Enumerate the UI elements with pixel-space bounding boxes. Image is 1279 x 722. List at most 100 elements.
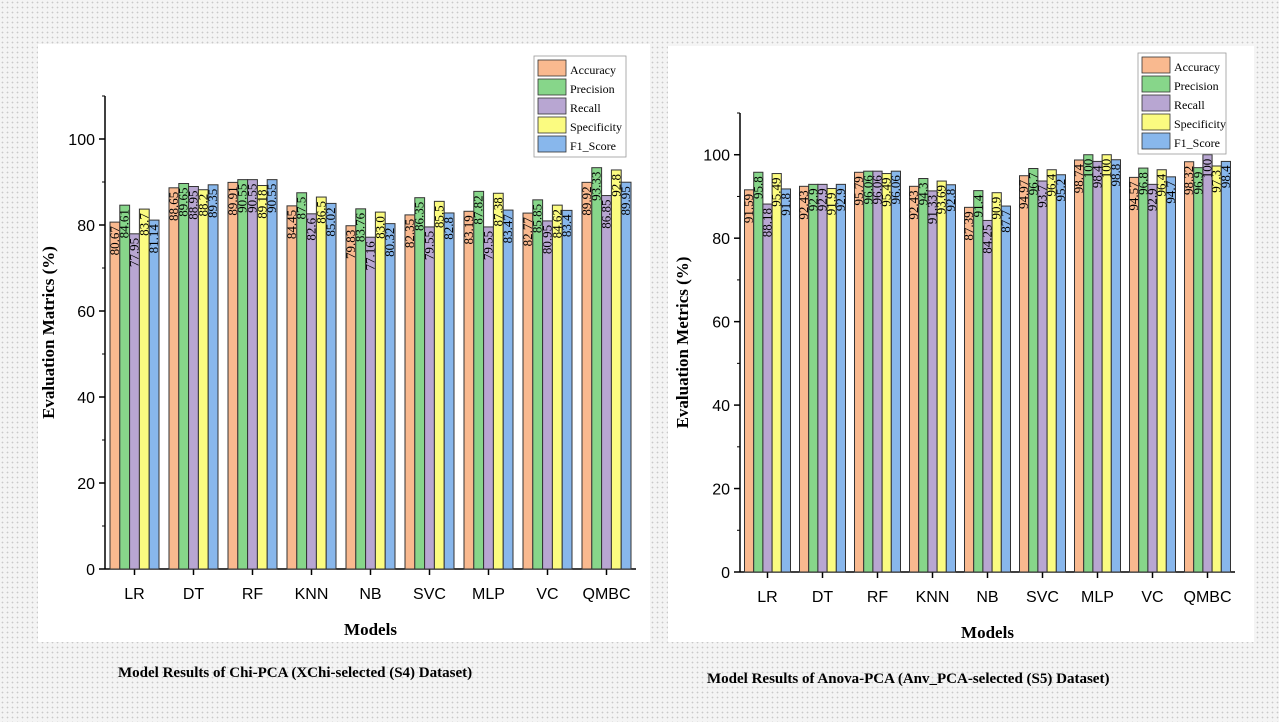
y-tick-label: 0	[721, 565, 730, 582]
legend: Accuracy Precision Recall Specificity F1_Sco…	[1137, 52, 1227, 155]
bar-precision-knn	[918, 178, 929, 573]
bar-value-label: 87.82	[471, 195, 486, 224]
bar-value-label: 87.38	[490, 197, 505, 226]
bar-value-label: 90.55	[245, 184, 260, 213]
bar-value-label: 89.65	[176, 188, 191, 217]
bar-recall-rf	[247, 179, 258, 570]
bar-specificity-mlp	[1101, 154, 1112, 573]
bar-specificity-lr	[771, 173, 782, 573]
bar-value-label: 85.85	[530, 204, 545, 233]
y-tick-label: 40	[77, 390, 95, 407]
bar-value-label: 84.62	[549, 209, 564, 238]
bar-recall-dt	[817, 183, 828, 573]
bar-value-label: 77.16	[363, 241, 378, 271]
bar-value-label: 98.74	[1071, 163, 1086, 193]
bar-value-label: 98.32	[1181, 166, 1196, 195]
legend-swatch-f1_score	[1141, 132, 1171, 150]
bar-precision-dt	[178, 183, 190, 570]
x-tick-label: LR	[757, 589, 777, 606]
bar-value-label: 88.18	[760, 208, 775, 237]
bar-value-label: 92.8	[943, 189, 958, 212]
y-tick-label: 60	[712, 315, 730, 332]
x-tick-label: VC	[536, 586, 558, 603]
bar-value-label: 87.5	[294, 197, 309, 220]
legend-swatch-specificity	[1141, 113, 1171, 131]
bar-value-label: 84.61	[117, 209, 132, 238]
x-tick-label: MLP	[1081, 589, 1114, 606]
bar-value-label: 91.8	[778, 193, 793, 216]
bar-value-label: 92.9	[833, 188, 848, 211]
legend-swatch-accuracy	[1141, 56, 1171, 74]
bar-value-label: 92.43	[906, 190, 921, 219]
x-tick-label: SVC	[413, 586, 446, 603]
bar-value-label: 96.06	[860, 175, 875, 205]
y-tick-label: 80	[77, 218, 95, 235]
bar-f1_score-mlp	[502, 209, 514, 570]
bar-specificity-nb	[991, 192, 1002, 573]
bar-specificity-rf	[256, 185, 268, 570]
x-tick-label: NB	[359, 586, 381, 603]
x-tick-label: NB	[976, 589, 998, 606]
bar-recall-qmbc	[1202, 154, 1213, 573]
bar-specificity-mlp	[492, 192, 504, 570]
bar-accuracy-knn	[909, 185, 920, 573]
bar-specificity-knn	[936, 180, 947, 573]
bar-value-label: 86.85	[599, 200, 614, 229]
bar-value-label: 79.55	[481, 231, 496, 260]
x-tick-label: DT	[812, 589, 834, 606]
bar-precision-mlp	[1083, 154, 1094, 573]
bar-recall-rf	[872, 170, 883, 573]
bar-value-label: 81.14	[146, 224, 161, 254]
bar-accuracy-rf	[854, 171, 865, 573]
bar-f1_score-dt	[207, 184, 219, 570]
x-tick-label: VC	[1141, 589, 1163, 606]
legend-label-recall: Recall	[570, 101, 601, 115]
bar-f1_score-dt	[835, 183, 847, 573]
bar-recall-nb	[982, 219, 993, 573]
y-axis-title: Evaluation Metrics (%)	[673, 257, 692, 429]
y-tick-label: 0	[86, 562, 95, 579]
bar-value-label: 80.67	[107, 226, 122, 256]
y-tick-label: 40	[712, 398, 730, 415]
bar-precision-svc	[1028, 167, 1039, 573]
bar-value-label: 98.8	[1108, 164, 1123, 187]
y-axis-title: Evaluation Matrics (%)	[39, 246, 58, 419]
x-tick-label: RF	[867, 589, 889, 606]
legend-swatch-precision	[537, 78, 567, 96]
bar-value-label: 87.7	[998, 210, 1013, 233]
bar-recall-knn	[927, 190, 938, 573]
bar-value-label: 82.77	[520, 217, 535, 247]
bar-value-label: 98.4	[1218, 165, 1233, 188]
y-tick-label: 80	[712, 231, 730, 248]
bar-specificity-qmbc	[610, 169, 622, 570]
x-tick-label: LR	[124, 586, 144, 603]
bar-f1_score-nb	[1000, 205, 1011, 573]
bar-recall-mlp	[483, 226, 494, 570]
bar-value-label: 94.57	[1126, 181, 1141, 211]
legend-label-specificity: Specificity	[570, 120, 622, 134]
bar-value-label: 96.9	[1190, 172, 1205, 195]
bar-f1_score-svc	[1055, 174, 1066, 573]
legend-label-precision: Precision	[570, 82, 615, 96]
bar-value-label: 82.35	[402, 219, 417, 248]
x-tick-label: KNN	[916, 589, 950, 606]
bar-value-label: 89.35	[205, 189, 220, 218]
bar-value-label: 100	[1200, 159, 1215, 179]
caption-anova-pca: Model Results of Anova-PCA (Anv_PCA-sele…	[707, 671, 1110, 687]
x-tick-label: MLP	[472, 586, 505, 603]
bar-value-label: 90.55	[235, 184, 250, 213]
bar-value-label: 85.5	[431, 205, 446, 228]
bar-accuracy-lr	[744, 189, 755, 573]
bar-value-label: 100	[1080, 159, 1095, 179]
bar-specificity-qmbc	[1211, 165, 1222, 573]
bar-recall-vc	[1147, 183, 1158, 573]
bar-value-label: 96.4	[1154, 173, 1169, 196]
bar-specificity-nb	[374, 211, 386, 570]
bar-specificity-knn	[315, 196, 327, 570]
bar-f1_score-qmbc	[620, 181, 632, 570]
bar-f1_score-knn	[945, 184, 956, 573]
bar-accuracy-mlp	[1074, 159, 1085, 573]
legend-swatch-recall	[537, 97, 567, 115]
x-tick-label: SVC	[1026, 589, 1059, 606]
